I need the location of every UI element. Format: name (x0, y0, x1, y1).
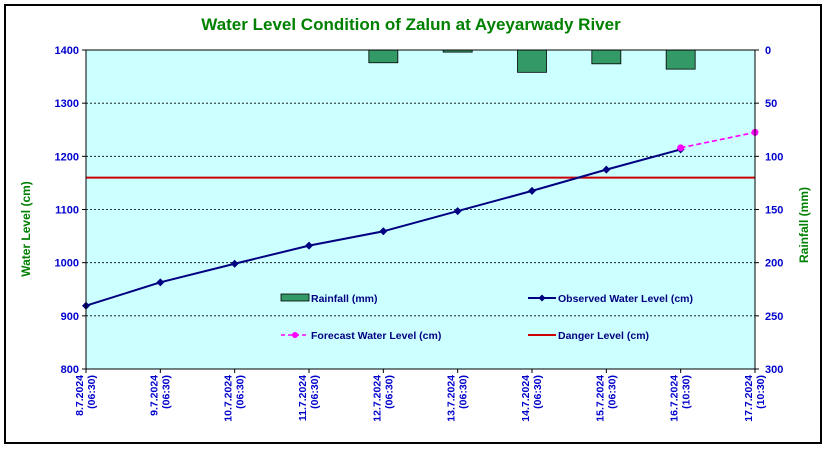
y2-tick-label: 100 (765, 151, 783, 163)
x-tick-label: 15.7.2024(06:30) (594, 375, 618, 422)
x-tick-label: 11.7.2024(06:30) (297, 375, 321, 421)
legend-swatch-rainfall (280, 293, 310, 302)
x-tick-label: 14.7.2024(06:30) (520, 375, 544, 422)
y-axis-label: Water Level (cm) (19, 181, 33, 277)
y2-tick-label: 0 (765, 45, 771, 57)
rainfall-bar (665, 49, 696, 70)
y2-tick-label: 200 (765, 258, 783, 270)
x-tick-label: 8.7.2024(06:30) (74, 375, 98, 416)
y-tick-label: 900 (61, 311, 79, 323)
legend-label: Danger Level (cm) (558, 330, 649, 342)
x-tick-label: 16.7.2024(10:30) (669, 375, 693, 422)
observed-water-level-point (156, 278, 165, 287)
x-tick-label: 17.7.2024(10:30) (743, 375, 767, 422)
y2-axis-label: Rainfall (mm) (797, 187, 811, 263)
y-tick-label: 1200 (55, 151, 79, 163)
rainfall-bar (368, 49, 399, 64)
observed-water-level-point (230, 259, 239, 268)
y-tick-label: 1100 (55, 205, 79, 217)
x-tick-label: 12.7.2024(06:30) (371, 375, 395, 422)
chart-title: Water Level Condition of Zalun at Ayeyar… (201, 15, 621, 34)
y2-tick-label: 300 (765, 364, 783, 376)
legend-label: Observed Water Level (cm) (558, 293, 693, 305)
y-tick-label: 1300 (55, 98, 79, 110)
legend-label: Rainfall (mm) (311, 293, 378, 305)
rainfall-bar (517, 49, 547, 73)
legend: Rainfall (mm) Observed Water Level (cm) Fo… (280, 293, 693, 342)
observed-water-level-point (528, 186, 536, 195)
y2-tick-label: 250 (765, 311, 783, 323)
observed-water-level-point (379, 227, 388, 236)
legend-marker-forecast (292, 332, 298, 338)
y-tick-label: 800 (61, 364, 79, 376)
x-tick-label: 9.7.2024(06:30) (148, 375, 172, 416)
y2-tick-label: 150 (765, 205, 783, 217)
observed-water-level-point (602, 165, 611, 174)
plot-area: 800 900 1000 1100 1200 1300 1400 0 50 100 150 200 25… (55, 45, 784, 422)
x-tick-label: 10.7.2024(06:30) (223, 375, 247, 422)
y-tick-label: 1400 (55, 45, 79, 57)
rainfall-bar (591, 49, 622, 65)
observed-water-level-point (305, 241, 313, 250)
x-tick-label: 13.7.2024(06:30) (446, 375, 470, 422)
legend-marker-observed (538, 294, 546, 302)
y2-tick-label: 50 (765, 98, 777, 110)
legend-label: Forecast Water Level (cm) (311, 330, 441, 342)
forecast-water-level-point (677, 144, 685, 152)
y-tick-label: 1000 (55, 258, 79, 270)
forecast-water-level-line (680, 131, 756, 149)
observed-water-level-point (453, 207, 462, 216)
